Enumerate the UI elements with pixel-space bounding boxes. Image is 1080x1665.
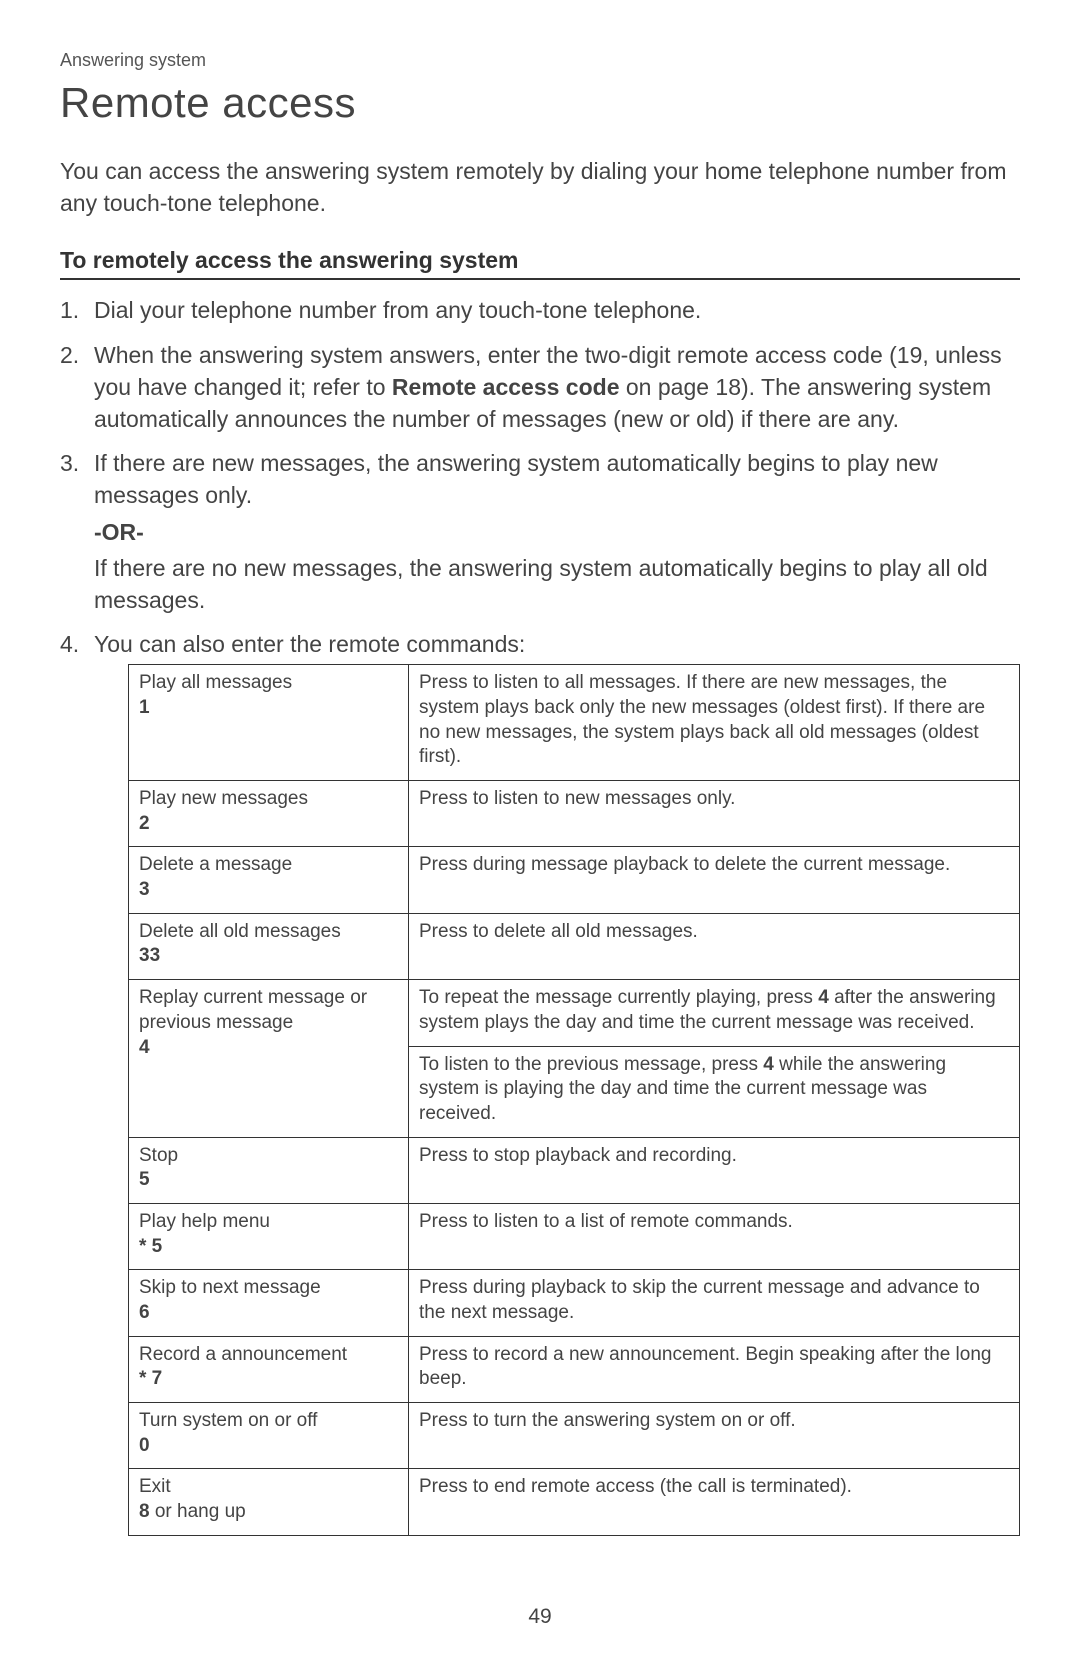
command-key: 1	[139, 696, 398, 721]
remote-commands-table: Play all messages 1 Press to listen to a…	[128, 664, 1020, 1536]
table-row: Delete a message 3 Press during message …	[129, 847, 1020, 913]
table-row: Record a announcement * 7 Press to recor…	[129, 1336, 1020, 1402]
table-row: Exit 8 or hang up Press to end remote ac…	[129, 1469, 1020, 1535]
description-cell: Press to listen to a list of remote comm…	[409, 1203, 1020, 1269]
description-cell: Press to delete all old messages.	[409, 913, 1020, 979]
command-cell: Exit 8 or hang up	[129, 1469, 409, 1535]
section-heading: To remotely access the answering system	[60, 247, 1020, 280]
remote-access-code-ref: Remote access code	[392, 374, 620, 400]
command-label: Exit	[139, 1475, 398, 1500]
key-ref: 4	[818, 987, 829, 1008]
desc-text: To repeat the message currently playing,…	[419, 987, 818, 1008]
command-key: * 5	[139, 1235, 398, 1260]
or-separator: -OR-	[94, 516, 1020, 548]
command-key: 8 or hang up	[139, 1501, 246, 1522]
step-3: If there are new messages, the answering…	[60, 447, 1020, 616]
table-row: Delete all old messages 33 Press to dele…	[129, 913, 1020, 979]
table-row: Play all messages 1 Press to listen to a…	[129, 665, 1020, 781]
description-cell: Press to record a new announcement. Begi…	[409, 1336, 1020, 1402]
description-cell: Press to turn the answering system on or…	[409, 1403, 1020, 1469]
command-cell: Delete all old messages 33	[129, 913, 409, 979]
table-row: Turn system on or off 0 Press to turn th…	[129, 1403, 1020, 1469]
step-3-text-a: If there are new messages, the answering…	[94, 450, 938, 508]
command-cell: Skip to next message 6	[129, 1270, 409, 1336]
command-cell: Stop 5	[129, 1137, 409, 1203]
command-label: Delete a message	[139, 853, 398, 878]
description-cell: Press during playback to skip the curren…	[409, 1270, 1020, 1336]
step-4-text: You can also enter the remote commands:	[94, 631, 525, 657]
command-label: Stop	[139, 1144, 398, 1169]
step-3-text-b: If there are no new messages, the answer…	[94, 555, 988, 613]
page-title: Remote access	[60, 79, 1020, 127]
command-key: 2	[139, 812, 398, 837]
command-key: * 7	[139, 1367, 398, 1392]
table-row: Stop 5 Press to stop playback and record…	[129, 1137, 1020, 1203]
command-key: 4	[139, 1036, 398, 1061]
command-cell: Play all messages 1	[129, 665, 409, 781]
command-label: Replay current message or previous messa…	[139, 986, 398, 1035]
page-number: 49	[0, 1605, 1080, 1629]
command-label: Record a announcement	[139, 1343, 398, 1368]
steps-list: Dial your telephone number from any touc…	[60, 294, 1020, 1535]
command-label: Play help menu	[139, 1210, 398, 1235]
command-cell: Turn system on or off 0	[129, 1403, 409, 1469]
command-key: 33	[139, 944, 398, 969]
command-label: Skip to next message	[139, 1276, 398, 1301]
command-cell: Play help menu * 5	[129, 1203, 409, 1269]
table-row: Replay current message or previous messa…	[129, 980, 1020, 1046]
command-key: 0	[139, 1434, 398, 1459]
command-label: Play all messages	[139, 671, 398, 696]
description-cell: Press to listen to new messages only.	[409, 781, 1020, 847]
breadcrumb: Answering system	[60, 50, 1020, 71]
command-key: 3	[139, 878, 398, 903]
step-1: Dial your telephone number from any touc…	[60, 294, 1020, 326]
command-key: 6	[139, 1301, 398, 1326]
table-row: Skip to next message 6 Press during play…	[129, 1270, 1020, 1336]
command-key: 5	[139, 1168, 398, 1193]
step-4: You can also enter the remote commands: …	[60, 628, 1020, 1536]
command-cell: Replay current message or previous messa…	[129, 980, 409, 1137]
intro-paragraph: You can access the answering system remo…	[60, 155, 1020, 219]
command-cell: Delete a message 3	[129, 847, 409, 913]
command-label: Turn system on or off	[139, 1409, 398, 1434]
description-cell: Press to stop playback and recording.	[409, 1137, 1020, 1203]
desc-text: To listen to the previous message, press	[419, 1054, 763, 1075]
key-ref: 4	[763, 1054, 774, 1075]
description-cell: To repeat the message currently playing,…	[409, 980, 1020, 1046]
description-cell: Press to listen to all messages. If ther…	[409, 665, 1020, 781]
table-row: Play new messages 2 Press to listen to n…	[129, 781, 1020, 847]
table-row: Play help menu * 5 Press to listen to a …	[129, 1203, 1020, 1269]
description-cell: Press to end remote access (the call is …	[409, 1469, 1020, 1535]
command-cell: Play new messages 2	[129, 781, 409, 847]
step-2: When the answering system answers, enter…	[60, 339, 1020, 436]
description-cell: Press during message playback to delete …	[409, 847, 1020, 913]
command-label: Play new messages	[139, 787, 398, 812]
command-cell: Record a announcement * 7	[129, 1336, 409, 1402]
command-label: Delete all old messages	[139, 920, 398, 945]
description-cell: To listen to the previous message, press…	[409, 1046, 1020, 1137]
